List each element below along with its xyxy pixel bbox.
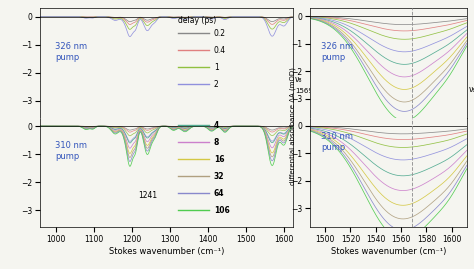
Text: 16: 16 (214, 155, 224, 164)
Text: ν₈: ν₈ (295, 75, 302, 84)
Text: 106: 106 (214, 206, 229, 215)
Text: 0.2: 0.2 (214, 29, 226, 38)
Text: 326 nm
pump: 326 nm pump (55, 42, 88, 62)
Text: 4: 4 (214, 121, 219, 130)
Text: 0.4: 0.4 (214, 46, 226, 55)
Text: 1: 1 (214, 63, 219, 72)
Text: 64: 64 (214, 189, 224, 198)
Text: 310 nm
pump: 310 nm pump (55, 140, 88, 161)
X-axis label: Stokes wavenumber (cm⁻¹): Stokes wavenumber (cm⁻¹) (109, 247, 225, 256)
Text: 32: 32 (214, 172, 224, 181)
Text: 1569: 1569 (295, 89, 313, 94)
Text: ν₈: ν₈ (468, 85, 474, 94)
Text: 310 nm
pump: 310 nm pump (321, 132, 353, 152)
Text: 1241: 1241 (138, 191, 157, 200)
X-axis label: Stokes wavenumber (cm⁻¹): Stokes wavenumber (cm⁻¹) (331, 247, 446, 256)
Text: differential absorbance ΔA (mOD): differential absorbance ΔA (mOD) (290, 68, 296, 185)
Text: 2: 2 (214, 80, 219, 89)
Text: delay (ps): delay (ps) (178, 16, 217, 25)
Text: 8: 8 (214, 138, 219, 147)
Text: 326 nm
pump: 326 nm pump (321, 42, 353, 62)
